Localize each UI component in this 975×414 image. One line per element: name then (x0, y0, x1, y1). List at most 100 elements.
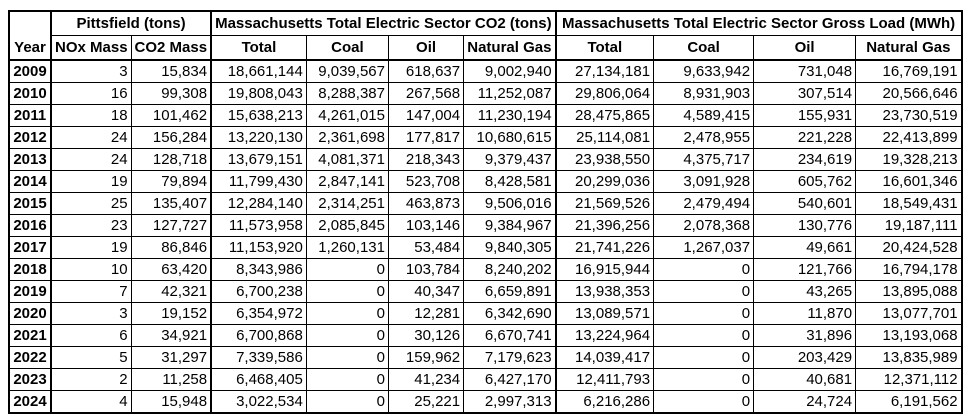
value-cell: 218,343 (387, 148, 465, 171)
value-cell: 23,730,519 (855, 104, 963, 127)
value-cell: 8,343,986 (210, 258, 307, 281)
year-column-header: Year (8, 10, 52, 61)
table-row: 2022 5 31,297 7,339,586 0 159,962 7,179,623 14,… (8, 346, 963, 369)
value-cell: 20,424,528 (855, 236, 963, 259)
value-cell: 27,134,181 (554, 59, 655, 83)
value-cell: 6,468,405 (210, 368, 307, 391)
value-cell: 0 (305, 302, 389, 325)
value-cell: 0 (653, 302, 755, 325)
value-cell: 159,962 (387, 346, 465, 369)
table-row: 2011 18 101,462 15,638,213 4,261,015 147,004 1… (8, 104, 963, 127)
value-cell: 11,153,920 (210, 236, 307, 259)
value-cell: 731,048 (753, 59, 857, 83)
value-cell: 19,152 (130, 302, 212, 325)
value-cell: 0 (305, 324, 389, 347)
value-cell: 5 (49, 346, 132, 369)
value-cell: 203,429 (753, 346, 857, 369)
table-row: 2019 7 42,321 6,700,238 0 40,347 6,659,891 13,9… (8, 280, 963, 303)
value-cell: 49,661 (753, 236, 857, 259)
value-cell: 221,228 (753, 126, 857, 149)
value-cell: 13,835,989 (855, 346, 963, 369)
value-cell: 19,187,111 (855, 214, 963, 237)
value-cell: 13,077,701 (855, 302, 963, 325)
value-cell: 0 (653, 346, 755, 369)
value-cell: 0 (653, 280, 755, 303)
value-cell: 127,727 (130, 214, 212, 237)
year-cell: 2019 (8, 280, 52, 303)
value-cell: 0 (305, 390, 389, 414)
year-cell: 2010 (8, 82, 52, 105)
year-cell: 2013 (8, 148, 52, 171)
value-cell: 2,479,494 (653, 192, 755, 215)
value-cell: 9,002,940 (463, 59, 557, 83)
value-cell: 2,078,368 (653, 214, 755, 237)
year-cell: 2018 (8, 258, 52, 281)
year-cell: 2017 (8, 236, 52, 259)
value-cell: 79,894 (130, 170, 212, 193)
value-cell: 4,081,371 (305, 148, 389, 171)
value-cell: 19 (49, 236, 132, 259)
value-cell: 19,808,043 (210, 82, 307, 105)
value-cell: 2 (49, 368, 132, 391)
column-header-natural-gas-5: Natural Gas (463, 35, 557, 61)
value-cell: 24 (49, 148, 132, 171)
value-cell: 25 (49, 192, 132, 215)
value-cell: 12,371,112 (855, 368, 963, 391)
value-cell: 605,762 (753, 170, 857, 193)
value-cell: 6,670,741 (463, 324, 557, 347)
value-cell: 9,379,437 (463, 148, 557, 171)
value-cell: 23,938,550 (554, 148, 655, 171)
value-cell: 30,126 (387, 324, 465, 347)
value-cell: 121,766 (753, 258, 857, 281)
value-cell: 4,261,015 (305, 104, 389, 127)
year-cell: 2009 (8, 59, 52, 83)
value-cell: 9,384,967 (463, 214, 557, 237)
table-row: 2023 2 11,258 6,468,405 0 41,234 6,427,170 12,4… (8, 368, 963, 391)
value-cell: 20,299,036 (554, 170, 655, 193)
group-header-ma-co2-tons: Massachusetts Total Electric Sector CO2 … (210, 10, 557, 36)
value-cell: 23 (49, 214, 132, 237)
value-cell: 43,265 (753, 280, 857, 303)
value-cell: 9,633,942 (653, 59, 755, 83)
value-cell: 7,179,623 (463, 346, 557, 369)
value-cell: 9,039,567 (305, 59, 389, 83)
value-cell: 14,039,417 (554, 346, 655, 369)
value-cell: 7 (49, 280, 132, 303)
value-cell: 31,297 (130, 346, 212, 369)
value-cell: 29,806,064 (554, 82, 655, 105)
value-cell: 130,776 (753, 214, 857, 237)
value-cell: 267,568 (387, 82, 465, 105)
value-cell: 103,146 (387, 214, 465, 237)
value-cell: 13,193,068 (855, 324, 963, 347)
value-cell: 8,288,387 (305, 82, 389, 105)
value-cell: 6,700,868 (210, 324, 307, 347)
value-cell: 0 (653, 368, 755, 391)
year-cell: 2014 (8, 170, 52, 193)
value-cell: 28,475,865 (554, 104, 655, 127)
value-cell: 16,769,191 (855, 59, 963, 83)
value-cell: 0 (305, 368, 389, 391)
value-cell: 10 (49, 258, 132, 281)
group-header-row: Year Pittsfield (tons) Massachusetts Tot… (8, 10, 963, 61)
value-cell: 2,847,141 (305, 170, 389, 193)
value-cell: 21,741,226 (554, 236, 655, 259)
value-cell: 11,870 (753, 302, 857, 325)
year-cell: 2023 (8, 368, 52, 391)
column-header-coal-3: Coal (305, 35, 389, 61)
value-cell: 6,700,238 (210, 280, 307, 303)
value-cell: 8,931,903 (653, 82, 755, 105)
value-cell: 16,915,944 (554, 258, 655, 281)
value-cell: 135,407 (130, 192, 212, 215)
value-cell: 128,718 (130, 148, 212, 171)
value-cell: 42,321 (130, 280, 212, 303)
year-cell: 2012 (8, 126, 52, 149)
value-cell: 0 (305, 280, 389, 303)
value-cell: 13,895,088 (855, 280, 963, 303)
value-cell: 147,004 (387, 104, 465, 127)
group-header-pittsfield-tons: Pittsfield (tons) (49, 10, 212, 36)
value-cell: 86,846 (130, 236, 212, 259)
year-cell: 2024 (8, 390, 52, 414)
value-cell: 21,396,256 (554, 214, 655, 237)
value-cell: 40,681 (753, 368, 857, 391)
